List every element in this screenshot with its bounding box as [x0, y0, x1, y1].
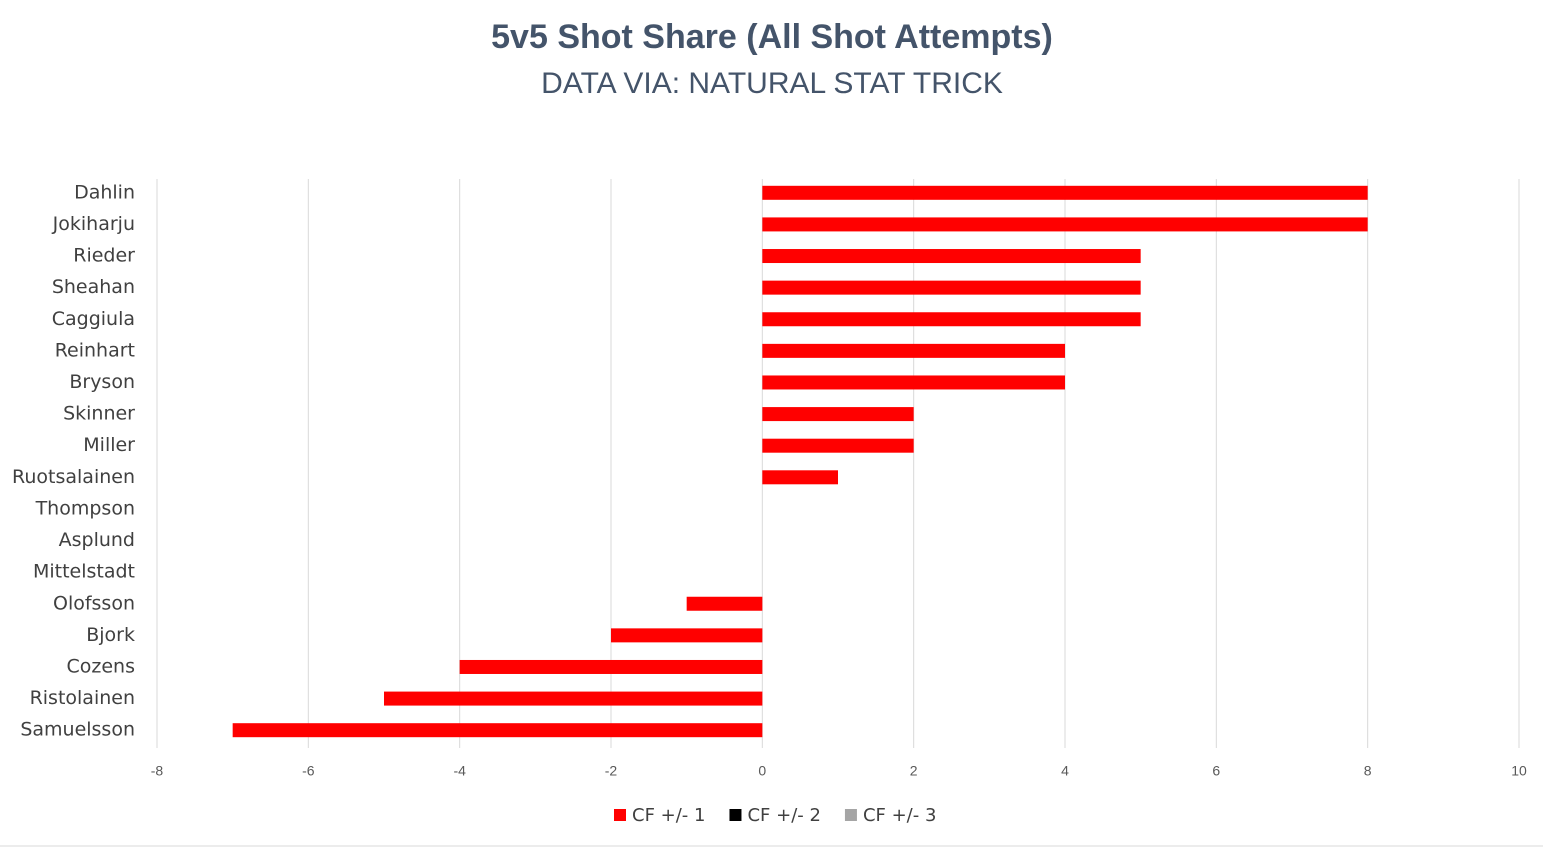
y-tick-label: Miller [83, 434, 135, 456]
legend-swatch [614, 809, 626, 821]
bar [459, 659, 763, 674]
bar [686, 596, 763, 611]
x-tick-label: 10 [1511, 763, 1527, 779]
bar [232, 723, 763, 738]
chart-subtitle: DATA VIA: NATURAL STAT TRICK [541, 67, 1003, 100]
x-tick-label: -4 [453, 763, 466, 779]
bar [762, 375, 1065, 390]
legend-swatch [729, 809, 742, 821]
y-tick-label: Caggiula [52, 308, 135, 330]
x-tick-label: -8 [151, 763, 164, 779]
x-tick-label: 8 [1364, 763, 1372, 779]
y-tick-label: Dahlin [74, 181, 135, 203]
bar [611, 628, 763, 643]
bar [762, 185, 1368, 200]
legend-swatch [844, 809, 857, 821]
chart-title: 5v5 Shot Share (All Shot Attempts) [491, 18, 1053, 56]
bar [762, 470, 838, 485]
y-tick-label: Bjork [86, 624, 135, 646]
legend-label: CF +/- 1 [632, 805, 705, 826]
bar [762, 280, 1141, 295]
legend-label: CF +/- 2 [747, 805, 820, 826]
y-tick-label: Ristolainen [30, 687, 135, 709]
y-tick-label: Thompson [35, 497, 135, 519]
x-tick-label: 6 [1212, 763, 1220, 779]
bar [762, 343, 1065, 358]
y-tick-label: Rieder [73, 245, 135, 267]
bar [762, 249, 1141, 264]
y-tick-label: Samuelsson [20, 719, 135, 741]
bar [762, 217, 1368, 232]
y-tick-label: Olofsson [53, 592, 135, 614]
y-tick-label: Reinhart [55, 339, 135, 361]
y-tick-label: Ruotsalainen [12, 466, 135, 488]
x-tick-label: 4 [1061, 763, 1069, 779]
y-tick-label: Jokiharju [52, 213, 135, 235]
legend-label: CF +/- 3 [863, 805, 936, 826]
bar [762, 438, 914, 453]
y-tick-label: Sheahan [52, 276, 135, 298]
bar [762, 407, 914, 422]
x-tick-label: -6 [302, 763, 315, 779]
y-tick-label: Mittelstadt [33, 561, 135, 583]
x-tick-label: 2 [910, 763, 918, 779]
y-tick-label: Cozens [67, 655, 136, 677]
x-tick-label: 0 [758, 763, 766, 779]
bar [384, 691, 763, 706]
y-tick-label: Skinner [63, 403, 135, 425]
x-tick-label: -2 [605, 763, 618, 779]
bar [762, 312, 1141, 327]
y-tick-label: Asplund [59, 529, 135, 551]
y-tick-label: Bryson [69, 371, 135, 393]
